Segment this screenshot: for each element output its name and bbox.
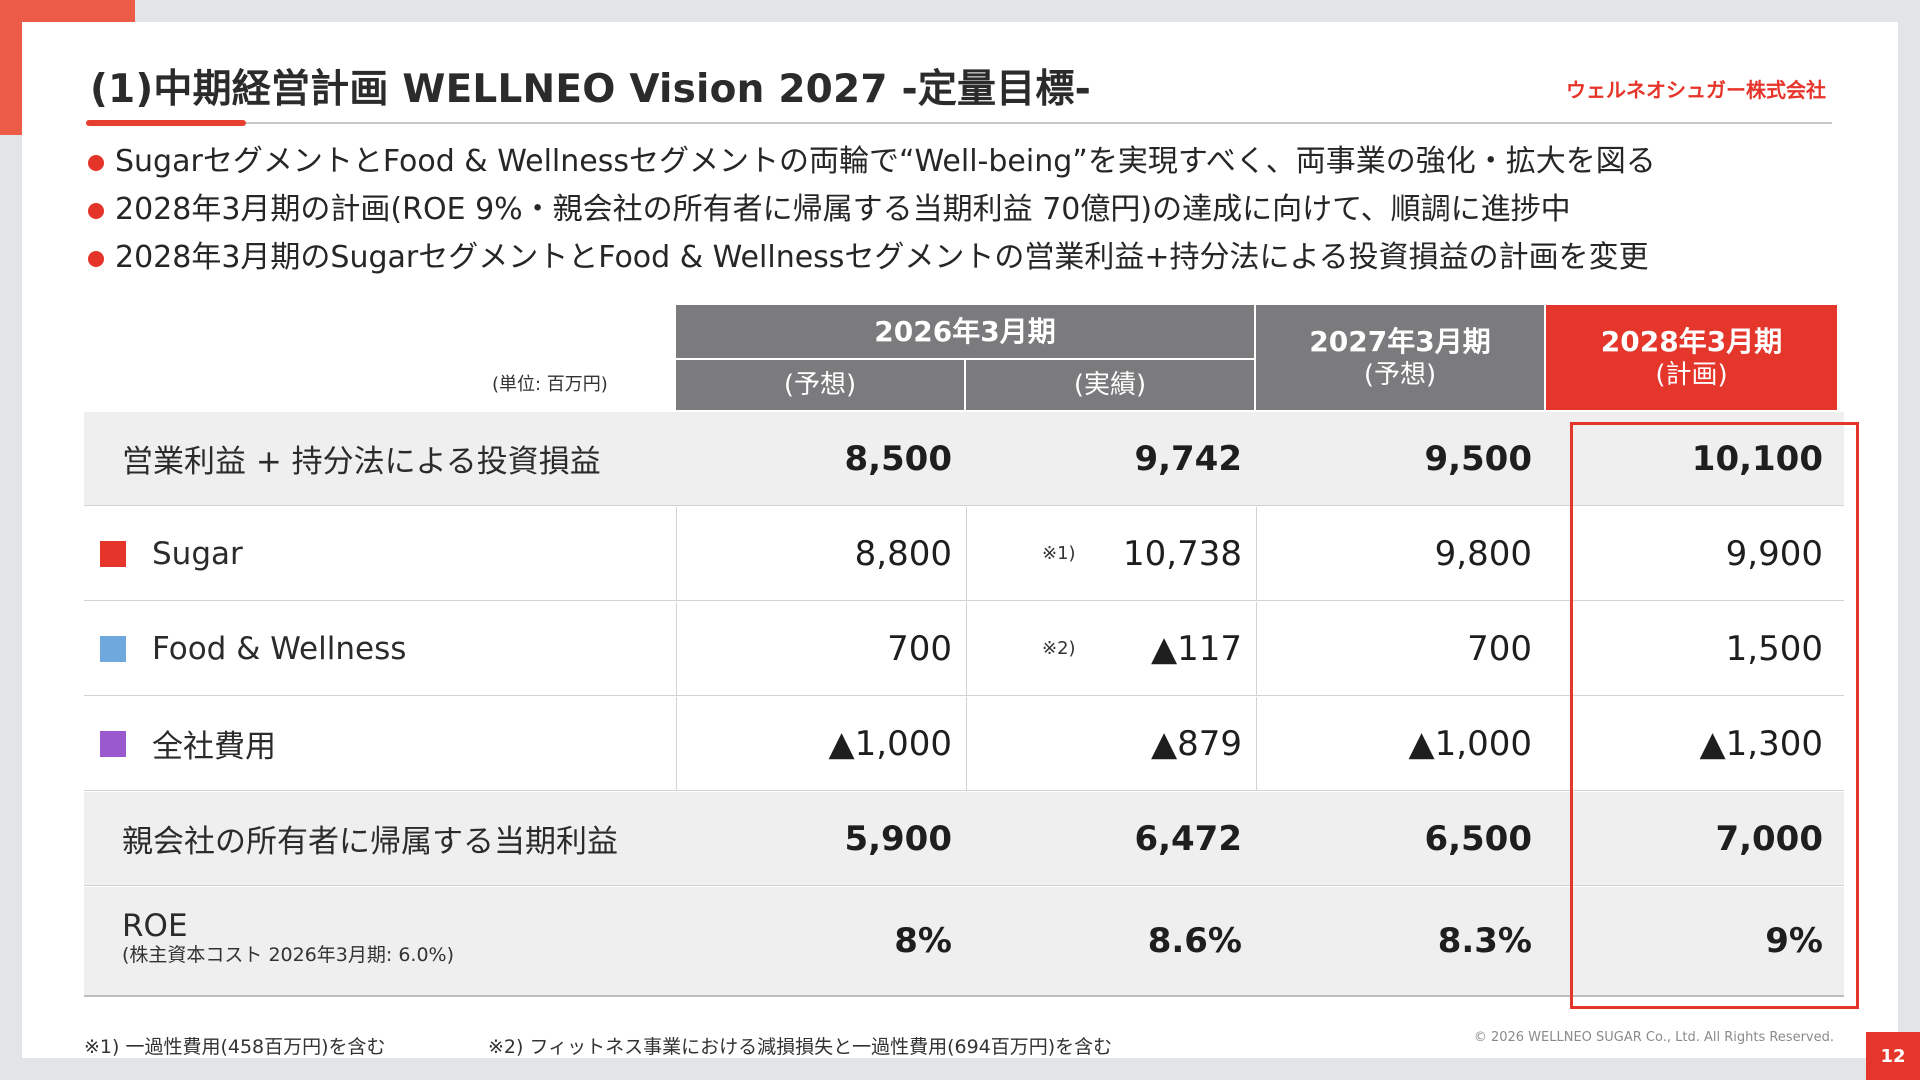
- header-fy2027: 2027年3月期 (予想): [1256, 305, 1544, 410]
- value-forecast: 8%: [894, 921, 952, 961]
- column-divider: [966, 507, 967, 600]
- unit-label: (単位: 百万円): [492, 374, 608, 395]
- bullet-dot-icon: [88, 155, 104, 171]
- header-fy2026-actual: (実績): [966, 360, 1254, 410]
- food-wellness-legend-square-icon: [100, 635, 126, 662]
- table-row: 営業利益 + 持分法による投資損益 8,500 9,742 9,500 10,1…: [84, 412, 1844, 506]
- value-actual: ▲879: [1150, 723, 1242, 764]
- column-divider: [676, 507, 677, 600]
- table-row: ROE (株主資本コスト 2026年3月期: 6.0%) 8% 8.6% 8.3…: [84, 887, 1844, 997]
- targets-table: 2026年3月期 (予想) (実績) 2027年3月期 (予想) 2028年3月…: [84, 305, 1844, 1016]
- roe-label-group: ROE (株主資本コスト 2026年3月期: 6.0%): [122, 909, 454, 967]
- row-sublabel: (株主資本コスト 2026年3月期: 6.0%): [122, 944, 455, 966]
- value-fy2027: 700: [1467, 628, 1532, 669]
- row-label: 親会社の所有者に帰属する当期利益: [122, 824, 618, 860]
- corporate-expense-legend-square-icon: [100, 730, 126, 757]
- company-logo: ウェルネオシュガー株式会社: [1566, 78, 1826, 102]
- page-number: 12: [1866, 1032, 1920, 1080]
- value-forecast: 700: [887, 628, 952, 669]
- header-fy2026: 2026年3月期: [676, 305, 1254, 358]
- value-forecast: ▲1,000: [828, 723, 952, 764]
- value-fy2027: 9,500: [1424, 438, 1532, 479]
- column-divider: [1256, 602, 1257, 695]
- table-row: Food & Wellness 700 ※2) ▲117 700 1,500: [84, 602, 1844, 696]
- row-label: 全社費用: [100, 697, 276, 790]
- value-fy2028: 1,500: [1725, 628, 1823, 669]
- value-fy2027: 8.3%: [1437, 921, 1532, 961]
- table-row: Sugar 8,800 ※1) 10,738 9,800 9,900: [84, 507, 1844, 601]
- title-divider: [86, 122, 1832, 124]
- value-fy2027: 6,500: [1424, 818, 1532, 859]
- value-fy2028: 9,900: [1725, 533, 1823, 574]
- header-fy2028: 2028年3月期 (計画): [1546, 305, 1837, 410]
- value-fy2028: 7,000: [1715, 818, 1823, 859]
- value-fy2028: 10,100: [1691, 438, 1823, 479]
- value-actual: 10,738: [1123, 533, 1242, 574]
- row-label: 営業利益 + 持分法による投資損益: [122, 444, 601, 480]
- value-forecast: 5,900: [844, 818, 952, 859]
- bullet-item: SugarセグメントとFood & Wellnessセグメントの両輪で“Well…: [88, 138, 1656, 186]
- sugar-legend-square-icon: [100, 540, 126, 567]
- column-divider: [1256, 507, 1257, 600]
- footnote-ref: ※2): [1042, 638, 1076, 659]
- slide: (1)中期経営計画 WELLNEO Vision 2027 -定量目標- ウェル…: [22, 22, 1898, 1058]
- header-fy2026-forecast: (予想): [676, 360, 964, 410]
- value-actual: 8.6%: [1147, 921, 1242, 961]
- value-actual: ▲117: [1150, 628, 1242, 669]
- value-fy2028: 9%: [1765, 921, 1823, 961]
- column-divider: [966, 697, 967, 790]
- value-actual: 6,472: [1134, 818, 1242, 859]
- row-label: Sugar: [100, 507, 243, 600]
- value-forecast: 8,500: [844, 438, 952, 479]
- footnote-1: ※1) 一過性費用(458百万円)を含む: [84, 1036, 386, 1058]
- column-divider: [676, 697, 677, 790]
- bullet-item: 2028年3月期の計画(ROE 9%・親会社の所有者に帰属する当期利益 70億円…: [88, 186, 1656, 234]
- value-actual: 9,742: [1134, 438, 1242, 479]
- page-title: (1)中期経営計画 WELLNEO Vision 2027 -定量目標-: [90, 67, 1092, 112]
- copyright: © 2026 WELLNEO SUGAR Co., Ltd. All Right…: [1473, 1030, 1834, 1045]
- table-row: 親会社の所有者に帰属する当期利益 5,900 6,472 6,500 7,000: [84, 792, 1844, 886]
- column-divider: [1256, 697, 1257, 790]
- column-divider: [676, 602, 677, 695]
- bullet-item: 2028年3月期のSugarセグメントとFood & Wellnessセグメント…: [88, 234, 1656, 282]
- title-accent-bar: [86, 120, 246, 126]
- footnote-2: ※2) フィットネス事業における減損損失と一過性費用(694百万円)を含む: [488, 1036, 1113, 1058]
- bullet-list: SugarセグメントとFood & Wellnessセグメントの両輪で“Well…: [88, 138, 1656, 282]
- table-row: 全社費用 ▲1,000 ▲879 ▲1,000 ▲1,300: [84, 697, 1844, 791]
- bullet-dot-icon: [88, 251, 104, 267]
- row-label: Food & Wellness: [100, 602, 406, 695]
- column-divider: [966, 602, 967, 695]
- footnote-ref: ※1): [1042, 543, 1076, 564]
- bullet-dot-icon: [88, 203, 104, 219]
- value-fy2027: ▲1,000: [1408, 723, 1532, 764]
- value-fy2027: 9,800: [1434, 533, 1532, 574]
- row-label: ROE: [122, 908, 188, 944]
- value-forecast: 8,800: [854, 533, 952, 574]
- value-fy2028: ▲1,300: [1699, 723, 1823, 764]
